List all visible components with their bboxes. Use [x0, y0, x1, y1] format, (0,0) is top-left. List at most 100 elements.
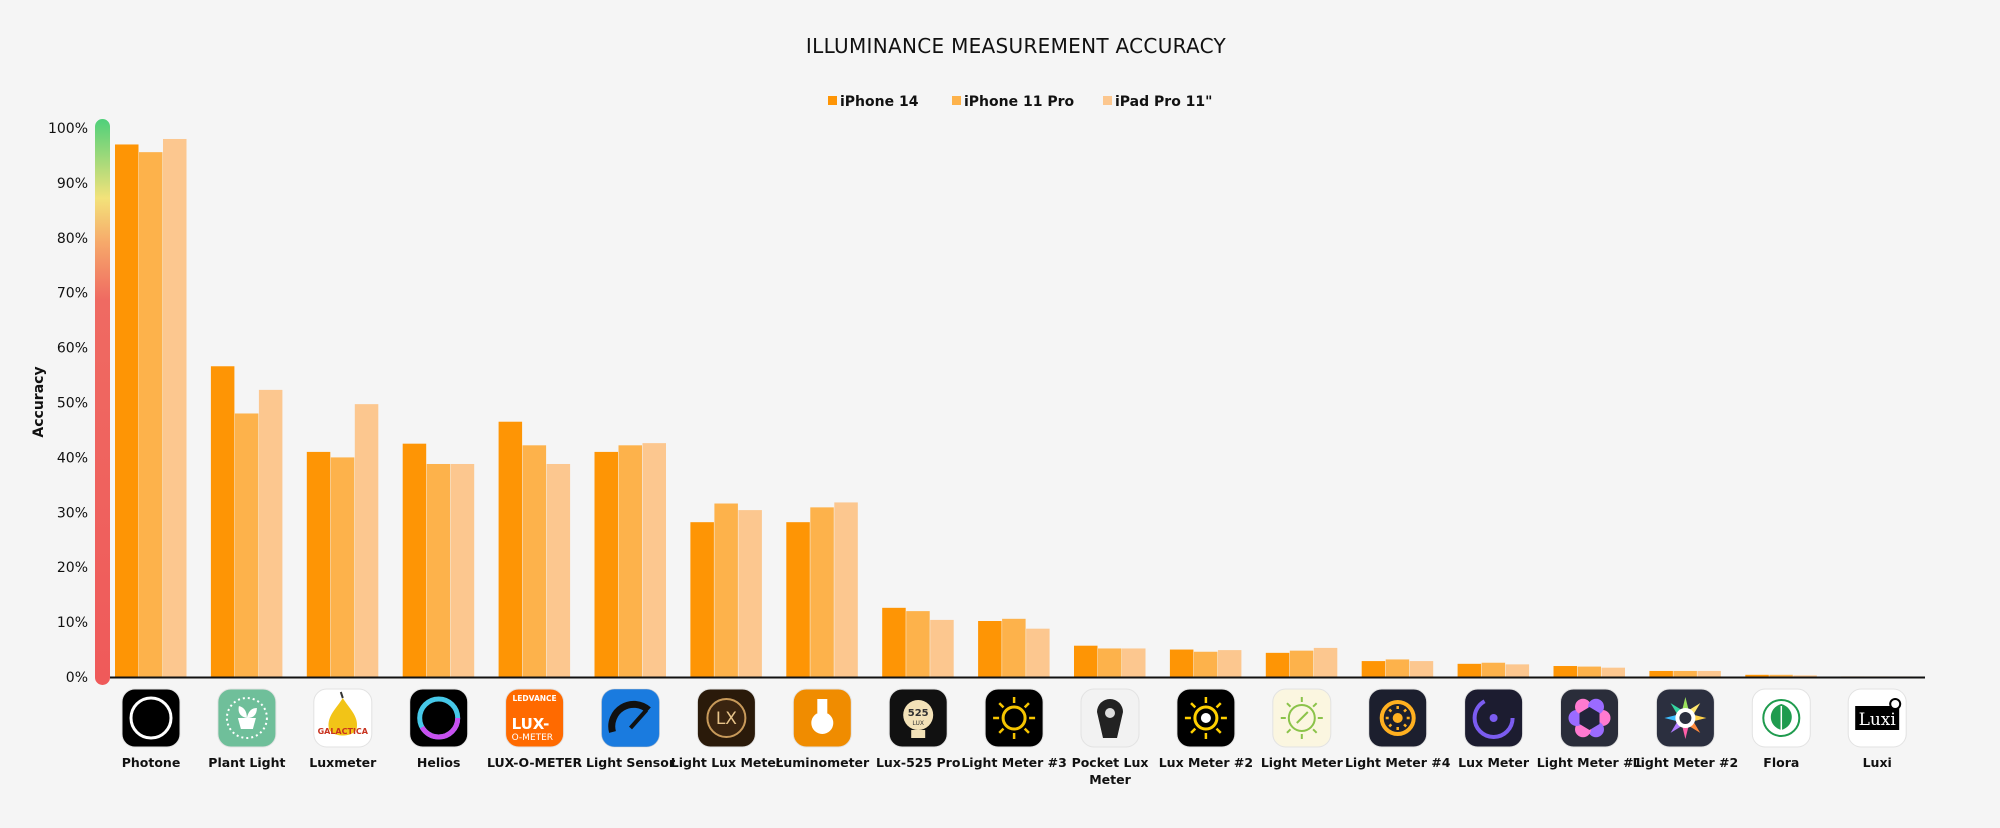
bar-light-meter-1-iphone-14 [1553, 666, 1577, 677]
y-tick-label: 50% [57, 396, 88, 412]
bar-light-lux-meter-iphone-11-pro [714, 503, 738, 677]
svg-text:525: 525 [908, 708, 929, 719]
category-label-luminometer: Luminometer [775, 755, 870, 770]
bar-light-meter-iphone-11-pro [1289, 650, 1314, 677]
category-label-photone: Photone [122, 755, 181, 770]
bar-lux-meter-ipad-pro-11 [1505, 664, 1530, 677]
bar-light-lux-meter-iphone-14 [690, 522, 714, 677]
lux-o-meter-icon: LEDVANCE LUX-O-METER [505, 688, 565, 748]
bar-helios-ipad-pro-11 [450, 463, 475, 677]
bar-helios-iphone-11-pro [426, 463, 451, 677]
category-label-light-meter-4: Light Meter #4 [1345, 755, 1451, 770]
y-tick-label: 60% [57, 341, 88, 357]
y-axis-label: Accuracy [31, 366, 47, 437]
bar-light-meter-3-ipad-pro-11 [1026, 628, 1050, 677]
category-label-plant-light: Plant Light [208, 755, 285, 770]
bar-light-meter-iphone-14 [1265, 652, 1290, 677]
light-meter-icon [1272, 688, 1332, 748]
bars [115, 138, 1913, 678]
bar-plant-light-iphone-11-pro [234, 413, 259, 677]
bar-light-meter-4-ipad-pro-11 [1409, 661, 1434, 677]
bar-lux-525-pro-iphone-14 [882, 607, 906, 677]
bar-lux-meter-2-iphone-11-pro [1193, 651, 1218, 677]
category-label-luxmeter: Luxmeter [309, 755, 377, 770]
bar-flora-iphone-14 [1745, 674, 1769, 677]
bar-helios-iphone-14 [402, 443, 427, 677]
category-label-light-meter-3: Light Meter #3 [961, 755, 1066, 770]
bar-plant-light-iphone-14 [210, 366, 235, 677]
light-sensor-icon [601, 688, 660, 748]
bar-photone-iphone-11-pro [139, 152, 163, 677]
bar-luxmeter-iphone-14 [306, 451, 331, 677]
flora-icon [1751, 688, 1811, 748]
bar-lux-525-pro-ipad-pro-11 [930, 619, 954, 677]
bar-luminometer-iphone-14 [786, 522, 810, 677]
category-label-pocket-lux-meter: Pocket Lux Meter [1072, 755, 1149, 787]
lux-meter-2-icon [1176, 688, 1236, 748]
bar-flora-iphone-11-pro [1769, 674, 1793, 677]
bar-luminometer-iphone-11-pro [810, 507, 834, 677]
category-label-lux-meter: Lux Meter [1458, 755, 1530, 770]
y-tick-label: 80% [57, 231, 88, 247]
bar-light-meter-2-iphone-11-pro [1673, 670, 1697, 677]
bar-plant-light-ipad-pro-11 [258, 389, 283, 677]
accuracy-color-scale [95, 119, 110, 685]
bar-light-meter-ipad-pro-11 [1313, 647, 1338, 677]
light-meter-3-icon [984, 688, 1044, 748]
bar-lux-o-meter-iphone-14 [498, 421, 523, 677]
category-label-luxi: Luxi [1863, 755, 1892, 770]
bar-photone-ipad-pro-11 [163, 138, 187, 678]
bar-luxmeter-iphone-11-pro [330, 457, 355, 677]
bar-luxmeter-ipad-pro-11 [354, 404, 379, 677]
y-tick-label: 100% [48, 121, 88, 137]
y-tick-label: 30% [57, 505, 88, 521]
bar-light-meter-1-iphone-11-pro [1577, 666, 1601, 677]
helios-icon [409, 688, 469, 748]
light-meter-1-icon [1560, 688, 1619, 748]
legend-swatch-ipad-pro-11 [1103, 96, 1112, 105]
pocket-lux-meter-icon [1080, 688, 1140, 748]
y-axis-ticks: 0% 10% 20% 30% 40% 50% 60% 70% 80% 90% 100% [48, 121, 88, 686]
svg-text:LUX-: LUX- [512, 715, 550, 733]
bar-light-sensor-iphone-14 [594, 451, 618, 677]
svg-text:GALACTICA: GALACTICA [318, 727, 369, 736]
chart-title: ILLUMINANCE MEASUREMENT ACCURACY [806, 34, 1227, 58]
bar-light-meter-3-iphone-11-pro [1002, 618, 1026, 677]
bar-lux-meter-iphone-11-pro [1481, 662, 1506, 677]
bar-luminometer-ipad-pro-11 [834, 502, 858, 677]
legend: iPhone 14 iPhone 11 Pro iPad Pro 11" [828, 94, 1212, 110]
legend-label-ipad-pro-11: iPad Pro 11" [1115, 94, 1212, 110]
category-label-lux-o-meter: LUX-O-METER [487, 755, 583, 770]
bar-pocket-lux-meter-ipad-pro-11 [1122, 648, 1146, 677]
bar-lux-o-meter-iphone-11-pro [522, 445, 547, 677]
bar-light-meter-4-iphone-11-pro [1385, 659, 1410, 677]
legend-swatch-iphone-14 [828, 96, 837, 105]
y-tick-label: 40% [57, 450, 88, 466]
svg-text:LX: LX [716, 709, 737, 729]
category-label-helios: Helios [417, 755, 461, 770]
category-label-light-meter: Light Meter [1261, 755, 1344, 770]
bar-light-meter-2-ipad-pro-11 [1697, 670, 1721, 677]
y-tick-label: 0% [66, 670, 88, 686]
lux-meter-icon [1464, 688, 1524, 748]
svg-text:LEDVANCE: LEDVANCE [513, 694, 557, 703]
svg-text:Luxi: Luxi [1859, 710, 1897, 730]
luminometer-icon [792, 688, 852, 748]
y-tick-label: 10% [57, 615, 88, 631]
category-label-flora: Flora [1763, 755, 1799, 770]
photone-icon [121, 688, 181, 748]
light-meter-4-icon [1368, 688, 1428, 748]
category-labels: Photone Plant Light Luxmeter Helios LUX-O-ME… [122, 755, 1892, 787]
y-tick-label: 90% [57, 176, 88, 192]
plant-light-icon [217, 688, 277, 748]
bar-lux-meter-2-ipad-pro-11 [1217, 650, 1242, 677]
light-meter-2-icon [1655, 688, 1715, 748]
legend-swatch-iphone-11-pro [952, 96, 961, 105]
bar-lux-meter-iphone-14 [1457, 663, 1482, 677]
bar-lux-o-meter-ipad-pro-11 [546, 463, 571, 677]
bar-light-lux-meter-ipad-pro-11 [738, 510, 762, 677]
category-label-lux-meter-2: Lux Meter #2 [1159, 755, 1253, 770]
